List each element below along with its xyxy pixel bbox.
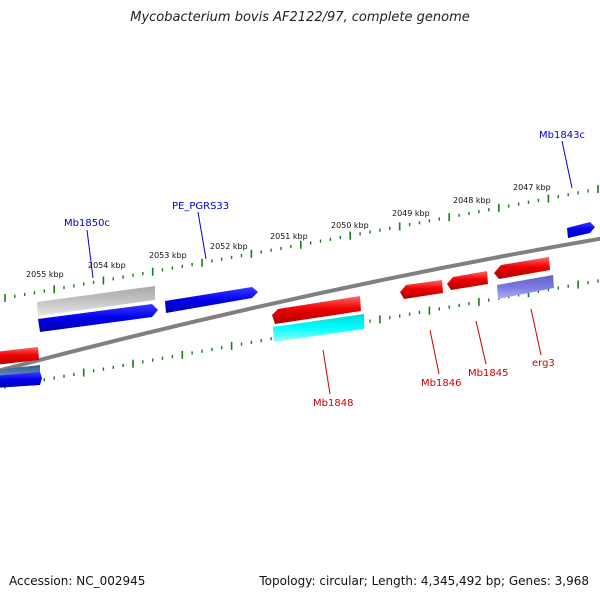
gene-labels: Mb1843c PE_PGRS33 Mb1850c Mb1848 Mb1846 … <box>64 130 585 409</box>
genome-backbone <box>0 236 600 373</box>
label-mb1846[interactable]: Mb1846 <box>421 378 461 389</box>
scale-label-2054: 2054 kbp <box>88 261 126 270</box>
scale-label-2050: 2050 kbp <box>331 221 369 230</box>
scale-label-2053: 2053 kbp <box>149 251 187 260</box>
label-leaders <box>86 140 573 395</box>
gene-left-blue[interactable] <box>0 372 42 388</box>
forward-genes <box>0 222 595 388</box>
gene-mb1850c[interactable] <box>38 304 158 332</box>
scale-labels: 2047 kbp 2048 kbp 2049 kbp 2050 kbp 2051… <box>26 183 551 279</box>
scale-label-2047: 2047 kbp <box>513 183 551 192</box>
leader-mb1845 <box>475 320 487 365</box>
outer-scale-ticks <box>4 185 599 302</box>
map-title: Mycobacterium bovis AF2122/97, complete … <box>130 10 470 25</box>
scale-label-2055: 2055 kbp <box>26 270 64 279</box>
leader-mb1846 <box>429 329 440 375</box>
gene-pe-pgrs33[interactable] <box>165 287 258 313</box>
gene-mb1843c[interactable] <box>567 222 595 238</box>
gene-left-red[interactable] <box>0 347 39 365</box>
genome-summary-text: Topology: circular; Length: 4,345,492 bp… <box>259 574 589 588</box>
gene-mb1848[interactable] <box>272 296 361 324</box>
gene-mb1846[interactable] <box>400 280 443 299</box>
scale-label-2048: 2048 kbp <box>453 196 491 205</box>
gene-erg3[interactable] <box>494 257 550 279</box>
scale-label-2049: 2049 kbp <box>392 209 430 218</box>
reverse-genes <box>0 257 554 365</box>
scale-label-2051: 2051 kbp <box>270 232 308 241</box>
label-mb1850c[interactable]: Mb1850c <box>64 218 110 229</box>
gene-mb1848-shadow[interactable] <box>273 314 364 342</box>
leader-mb1848 <box>322 349 331 395</box>
gene-mb1845[interactable] <box>447 271 488 290</box>
leader-mb1850c <box>86 229 94 279</box>
leader-erg3 <box>530 308 542 356</box>
gene-erg3-shadow[interactable] <box>497 275 554 299</box>
label-pe-pgrs33[interactable]: PE_PGRS33 <box>172 201 229 212</box>
accession-text: Accession: NC_002945 <box>9 574 146 588</box>
label-mb1845[interactable]: Mb1845 <box>468 368 508 379</box>
leader-mb1843c <box>561 140 573 189</box>
gene-gray-block[interactable] <box>37 286 155 316</box>
label-mb1843c[interactable]: Mb1843c <box>539 130 585 141</box>
label-erg3[interactable]: erg3 <box>532 358 555 369</box>
leader-pe-pgrs33 <box>197 211 207 260</box>
label-mb1848[interactable]: Mb1848 <box>313 398 353 409</box>
scale-label-2052: 2052 kbp <box>210 242 248 251</box>
